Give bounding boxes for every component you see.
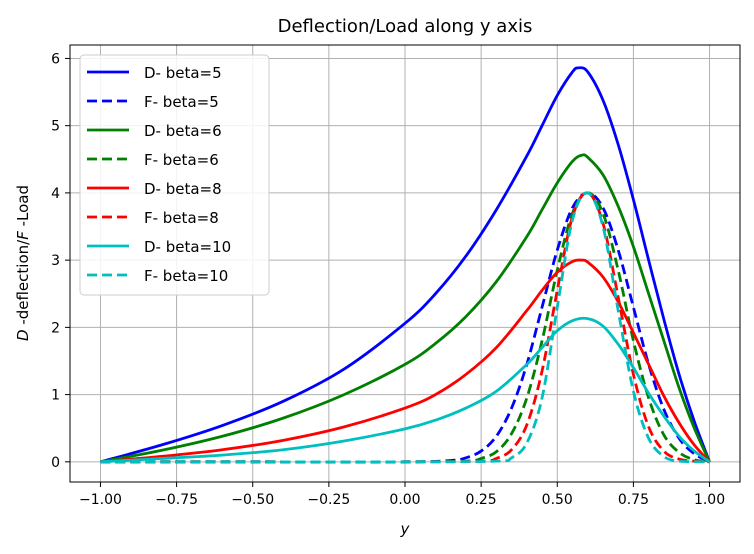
x-tick-label: −0.75 bbox=[155, 492, 198, 508]
y-axis-title-part: -deflection/ bbox=[14, 239, 32, 330]
x-tick-label: 0.00 bbox=[389, 492, 420, 508]
legend-label: F- beta=6 bbox=[144, 151, 219, 169]
x-tick-label: 0.25 bbox=[466, 492, 497, 508]
y-tick-label: 0 bbox=[51, 455, 60, 471]
x-tick-label: 0.75 bbox=[618, 492, 649, 508]
legend-label: D- beta=8 bbox=[144, 180, 222, 198]
legend-label: F- beta=10 bbox=[144, 267, 228, 285]
series-line-d-beta-10 bbox=[100, 316, 711, 464]
series-line-d-beta-6 bbox=[100, 153, 711, 464]
legend-label: F- beta=5 bbox=[144, 93, 219, 111]
legend-label: D- beta=10 bbox=[144, 238, 231, 256]
plot-area bbox=[100, 66, 711, 464]
legend-label: F- beta=8 bbox=[144, 209, 219, 227]
y-axis-title-part: F bbox=[14, 231, 32, 240]
y-axis-title: D -deflection/F -Load bbox=[14, 185, 32, 341]
y-tick-label: 1 bbox=[51, 388, 60, 404]
y-tick-label: 2 bbox=[51, 320, 60, 336]
y-tick-label: 3 bbox=[51, 253, 60, 269]
y-axis-title-part: D bbox=[14, 329, 32, 341]
x-tick-label: −0.50 bbox=[231, 492, 274, 508]
x-tick-label: 0.50 bbox=[542, 492, 573, 508]
series-line-d-beta-8 bbox=[100, 258, 711, 464]
x-tick-label: −0.25 bbox=[307, 492, 350, 508]
axis-ticks: −1.00 −0.75 −0.50 −0.25 0.00 0.25 0.50 0.75 1.00… bbox=[51, 51, 725, 508]
series-line-f-beta-10 bbox=[100, 191, 710, 464]
legend-label: D- beta=6 bbox=[144, 122, 222, 140]
chart-title: Deflection/Load along y axis bbox=[278, 16, 533, 37]
x-tick-label: −1.00 bbox=[79, 492, 122, 508]
y-tick-label: 5 bbox=[51, 119, 60, 135]
y-tick-label: 4 bbox=[51, 186, 60, 202]
legend-box bbox=[79, 54, 270, 296]
y-axis-title-part: -Load bbox=[14, 185, 32, 231]
y-tick-label: 6 bbox=[51, 51, 60, 67]
legend: D- beta=5 F- beta=5 D- beta=6 F- beta=6 D- b… bbox=[79, 54, 270, 296]
series-line-d-beta-5 bbox=[100, 66, 711, 464]
x-tick-label: 1.00 bbox=[694, 492, 725, 508]
x-axis-title: y bbox=[400, 520, 411, 538]
legend-label: D- beta=5 bbox=[144, 64, 222, 82]
